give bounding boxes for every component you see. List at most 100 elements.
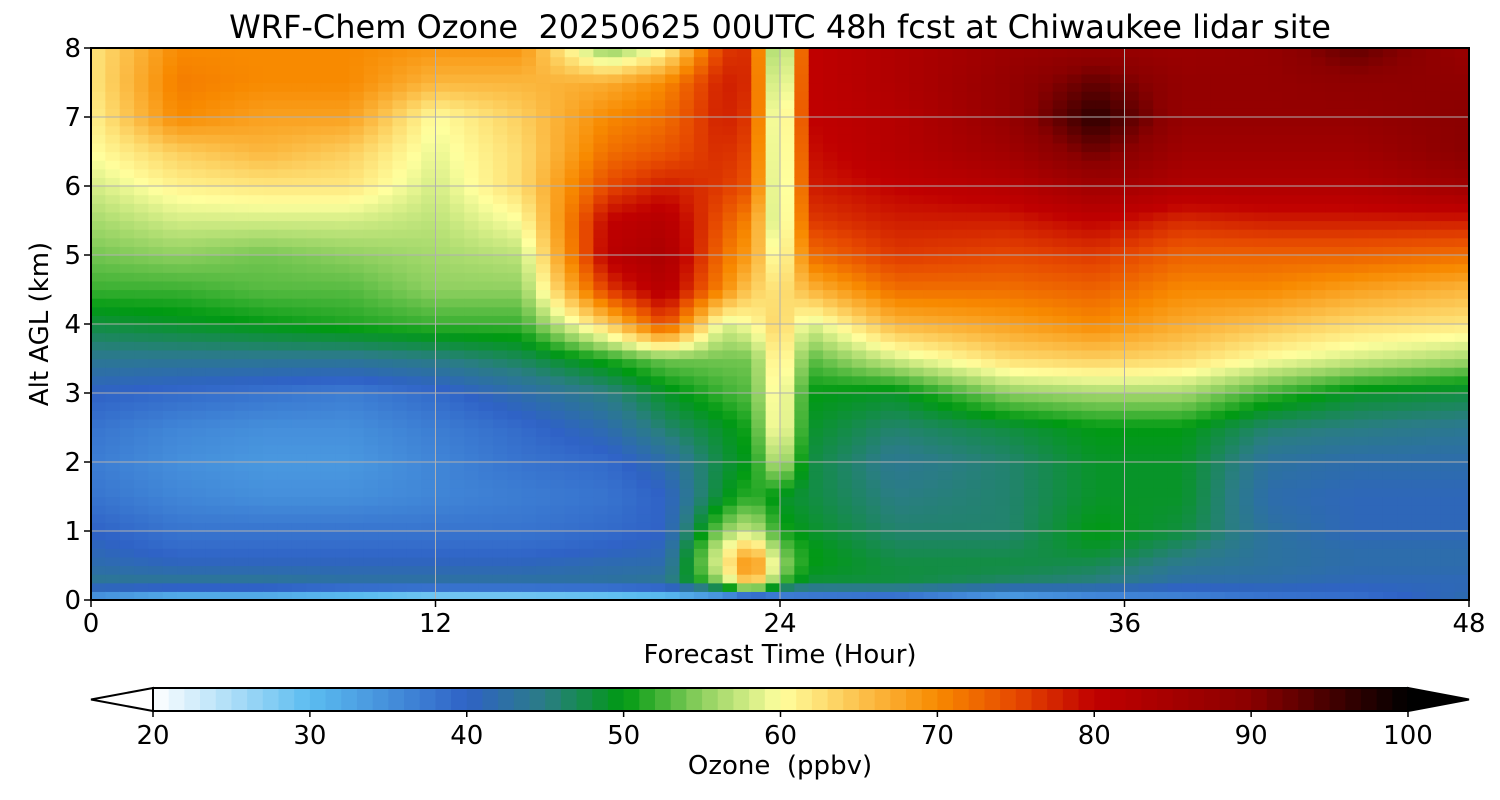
heatmap-cell	[1081, 367, 1097, 377]
heatmap-cell	[722, 255, 738, 265]
heatmap-cell	[966, 556, 982, 567]
heatmap-cell	[636, 436, 652, 446]
heatmap-cell	[478, 496, 494, 506]
heatmap-cell	[780, 531, 795, 541]
heatmap-cell	[837, 263, 853, 273]
heatmap-cell	[406, 160, 422, 170]
heatmap-cell	[363, 358, 379, 368]
heatmap-cell	[622, 289, 638, 299]
heatmap-cell	[306, 410, 322, 420]
heatmap-cell	[937, 565, 953, 575]
heatmap-cell	[693, 168, 709, 178]
heatmap-cell	[708, 479, 724, 489]
heatmap-cell	[636, 341, 652, 351]
heatmap-cell	[665, 125, 681, 135]
heatmap-cell	[837, 539, 853, 549]
heatmap-cell	[909, 203, 925, 213]
heatmap-cell	[937, 531, 953, 541]
heatmap-cell	[205, 418, 221, 429]
heatmap-cell	[851, 108, 867, 118]
heatmap-cell	[1138, 220, 1154, 230]
heatmap-cell	[363, 531, 379, 541]
heatmap-cell	[736, 410, 752, 420]
heatmap-cell	[378, 427, 394, 437]
heatmap-cell	[650, 229, 666, 239]
heatmap-cell	[421, 384, 437, 394]
heatmap-cell	[780, 177, 795, 187]
heatmap-cell	[607, 263, 623, 273]
heatmap-cell	[966, 444, 982, 454]
heatmap-cell	[162, 194, 178, 204]
heatmap-cell	[177, 99, 193, 109]
heatmap-cell	[980, 418, 996, 429]
heatmap-cell	[1052, 73, 1068, 84]
heatmap-cell	[1167, 289, 1183, 299]
heatmap-cell	[134, 384, 150, 394]
heatmap-cell	[1196, 211, 1212, 222]
heatmap-cell	[177, 125, 193, 135]
heatmap-cell	[162, 349, 178, 360]
heatmap-cell	[1095, 453, 1111, 463]
heatmap-cell	[579, 479, 594, 489]
heatmap-cell	[837, 349, 853, 360]
heatmap-cell	[564, 99, 580, 109]
heatmap-cell	[119, 479, 135, 489]
heatmap-cell	[162, 556, 178, 567]
heatmap-cell	[119, 177, 135, 187]
heatmap-cell	[1124, 237, 1140, 247]
heatmap-cell	[866, 99, 882, 109]
heatmap-cell	[464, 531, 480, 541]
heatmap-cell	[607, 117, 623, 127]
heatmap-cell	[794, 427, 810, 437]
heatmap-cell	[148, 574, 164, 584]
heatmap-cell	[607, 444, 623, 454]
heatmap-cell	[751, 91, 767, 101]
heatmap-cell	[980, 436, 996, 446]
heatmap-cell	[1095, 341, 1111, 351]
heatmap-cell	[507, 487, 523, 498]
heatmap-cell	[220, 375, 236, 385]
heatmap-cell	[923, 522, 939, 532]
heatmap-cell	[521, 263, 537, 273]
heatmap-cell	[650, 263, 666, 273]
heatmap-cell	[1110, 444, 1126, 454]
heatmap-cell	[1081, 565, 1097, 575]
heatmap-cell	[1196, 436, 1212, 446]
heatmap-cell	[134, 539, 150, 549]
heatmap-cell	[177, 255, 193, 265]
heatmap-cell	[952, 453, 968, 463]
heatmap-cell	[478, 211, 494, 222]
heatmap-cell	[1024, 99, 1039, 109]
heatmap-cell	[952, 462, 968, 472]
heatmap-cell	[1196, 341, 1212, 351]
heatmap-cell	[794, 186, 810, 196]
heatmap-cell	[521, 82, 537, 92]
heatmap-cell	[1009, 298, 1025, 308]
heatmap-cell	[277, 142, 293, 153]
heatmap-cell	[980, 513, 996, 523]
heatmap-cell	[320, 117, 336, 127]
heatmap-cell	[392, 574, 408, 584]
heatmap-cell	[851, 298, 867, 308]
heatmap-cell	[679, 272, 695, 282]
heatmap-cell	[909, 548, 925, 558]
heatmap-cell	[607, 142, 623, 153]
heatmap-cell	[780, 186, 795, 196]
heatmap-cell	[980, 246, 996, 256]
heatmap-cell	[894, 591, 910, 601]
heatmap-cell	[980, 289, 996, 299]
heatmap-cell	[665, 487, 681, 498]
heatmap-cell	[91, 151, 106, 161]
heatmap-cell	[1138, 315, 1154, 325]
heatmap-cell	[751, 56, 767, 66]
heatmap-cell	[205, 237, 221, 247]
heatmap-cell	[248, 108, 264, 118]
heatmap-cell	[980, 151, 996, 161]
heatmap-cell	[923, 65, 939, 75]
heatmap-cell	[665, 358, 681, 368]
heatmap-cell	[765, 125, 781, 135]
heatmap-cell	[679, 56, 695, 66]
heatmap-cell	[636, 246, 652, 256]
heatmap-cell	[564, 306, 580, 316]
heatmap-cell	[1196, 565, 1212, 575]
